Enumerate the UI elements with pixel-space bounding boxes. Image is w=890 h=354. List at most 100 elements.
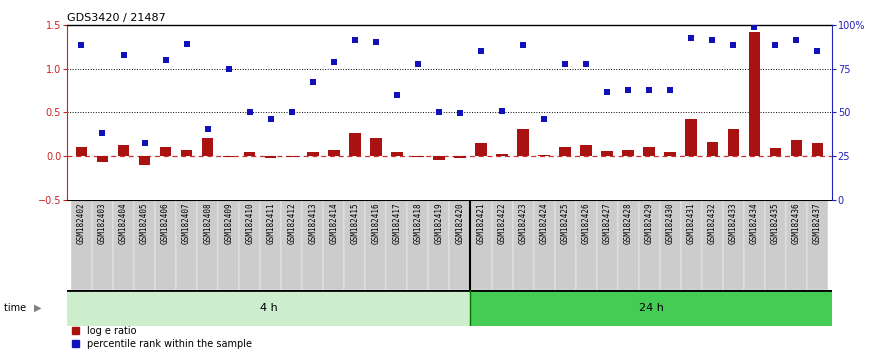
Point bbox=[453, 110, 467, 116]
Text: GSM182433: GSM182433 bbox=[729, 203, 738, 244]
Text: GSM182413: GSM182413 bbox=[308, 203, 317, 244]
FancyBboxPatch shape bbox=[807, 200, 828, 290]
Text: GSM182424: GSM182424 bbox=[539, 203, 548, 244]
Point bbox=[473, 48, 488, 54]
Point bbox=[368, 40, 383, 45]
Point bbox=[621, 88, 635, 93]
Bar bbox=[139, 156, 150, 165]
FancyBboxPatch shape bbox=[71, 200, 92, 290]
Point bbox=[642, 88, 656, 93]
Bar bbox=[497, 154, 508, 156]
FancyBboxPatch shape bbox=[471, 290, 832, 326]
Bar bbox=[433, 156, 445, 160]
Bar bbox=[117, 145, 129, 156]
Bar bbox=[770, 148, 781, 156]
Bar bbox=[160, 147, 172, 156]
Text: GSM182428: GSM182428 bbox=[624, 203, 633, 244]
FancyBboxPatch shape bbox=[471, 200, 491, 290]
Bar bbox=[391, 152, 402, 156]
Point bbox=[348, 37, 362, 42]
Bar bbox=[265, 156, 277, 158]
Point bbox=[726, 42, 740, 48]
Text: GSM182437: GSM182437 bbox=[813, 203, 822, 244]
Bar bbox=[727, 129, 739, 156]
Text: GSM182422: GSM182422 bbox=[498, 203, 506, 244]
FancyBboxPatch shape bbox=[67, 290, 471, 326]
Bar bbox=[538, 155, 550, 156]
Text: GSM182420: GSM182420 bbox=[456, 203, 465, 244]
FancyBboxPatch shape bbox=[618, 200, 639, 290]
FancyBboxPatch shape bbox=[428, 200, 449, 290]
Text: GSM182425: GSM182425 bbox=[561, 203, 570, 244]
FancyBboxPatch shape bbox=[176, 200, 197, 290]
Bar bbox=[475, 143, 487, 156]
FancyBboxPatch shape bbox=[639, 200, 659, 290]
FancyBboxPatch shape bbox=[408, 200, 428, 290]
Text: GSM182403: GSM182403 bbox=[98, 203, 107, 244]
Point bbox=[263, 116, 278, 121]
FancyBboxPatch shape bbox=[260, 200, 281, 290]
Text: GSM182430: GSM182430 bbox=[666, 203, 675, 244]
Text: GSM182402: GSM182402 bbox=[77, 203, 86, 244]
FancyBboxPatch shape bbox=[344, 200, 365, 290]
Bar bbox=[286, 156, 297, 157]
Point bbox=[516, 42, 530, 48]
Point bbox=[327, 59, 341, 65]
FancyBboxPatch shape bbox=[723, 200, 744, 290]
Bar bbox=[707, 142, 718, 156]
FancyBboxPatch shape bbox=[786, 200, 807, 290]
Text: GSM182431: GSM182431 bbox=[687, 203, 696, 244]
Text: GSM182410: GSM182410 bbox=[245, 203, 255, 244]
FancyBboxPatch shape bbox=[386, 200, 408, 290]
Bar bbox=[790, 139, 802, 156]
Bar bbox=[580, 145, 592, 156]
Bar bbox=[665, 152, 676, 156]
Point bbox=[684, 35, 699, 41]
Point bbox=[810, 48, 824, 54]
FancyBboxPatch shape bbox=[576, 200, 596, 290]
Text: GSM182436: GSM182436 bbox=[792, 203, 801, 244]
FancyBboxPatch shape bbox=[702, 200, 723, 290]
FancyBboxPatch shape bbox=[681, 200, 702, 290]
Text: GSM182414: GSM182414 bbox=[329, 203, 338, 244]
Text: GSM182432: GSM182432 bbox=[708, 203, 716, 244]
Point bbox=[117, 53, 131, 58]
FancyBboxPatch shape bbox=[281, 200, 303, 290]
Text: 24 h: 24 h bbox=[639, 303, 664, 313]
FancyBboxPatch shape bbox=[303, 200, 323, 290]
Point bbox=[495, 108, 509, 114]
FancyBboxPatch shape bbox=[134, 200, 155, 290]
FancyBboxPatch shape bbox=[197, 200, 218, 290]
Bar bbox=[307, 152, 319, 156]
Text: GSM182429: GSM182429 bbox=[644, 203, 654, 244]
FancyBboxPatch shape bbox=[323, 200, 344, 290]
Point bbox=[75, 42, 89, 48]
Bar bbox=[748, 32, 760, 156]
Text: GSM182417: GSM182417 bbox=[392, 203, 401, 244]
Point bbox=[558, 61, 572, 67]
Bar bbox=[559, 147, 570, 156]
Bar bbox=[370, 138, 382, 156]
Text: ▶: ▶ bbox=[34, 303, 41, 313]
FancyBboxPatch shape bbox=[155, 200, 176, 290]
Point bbox=[432, 110, 446, 115]
Point bbox=[95, 130, 109, 135]
Text: GSM182415: GSM182415 bbox=[351, 203, 360, 244]
Point bbox=[243, 110, 257, 115]
Text: GSM182412: GSM182412 bbox=[287, 203, 296, 244]
Text: GSM182408: GSM182408 bbox=[203, 203, 212, 244]
Point bbox=[411, 61, 425, 67]
Bar bbox=[412, 156, 424, 157]
Bar bbox=[602, 151, 613, 156]
FancyBboxPatch shape bbox=[92, 200, 113, 290]
Point bbox=[158, 57, 173, 63]
Text: GSM182418: GSM182418 bbox=[414, 203, 423, 244]
Text: GSM182419: GSM182419 bbox=[434, 203, 443, 244]
Point bbox=[222, 66, 236, 72]
Text: 4 h: 4 h bbox=[260, 303, 278, 313]
Bar bbox=[244, 152, 255, 156]
Text: GSM182404: GSM182404 bbox=[119, 203, 128, 244]
Text: GSM182407: GSM182407 bbox=[182, 203, 191, 244]
Point bbox=[200, 126, 214, 132]
Bar bbox=[202, 138, 214, 156]
